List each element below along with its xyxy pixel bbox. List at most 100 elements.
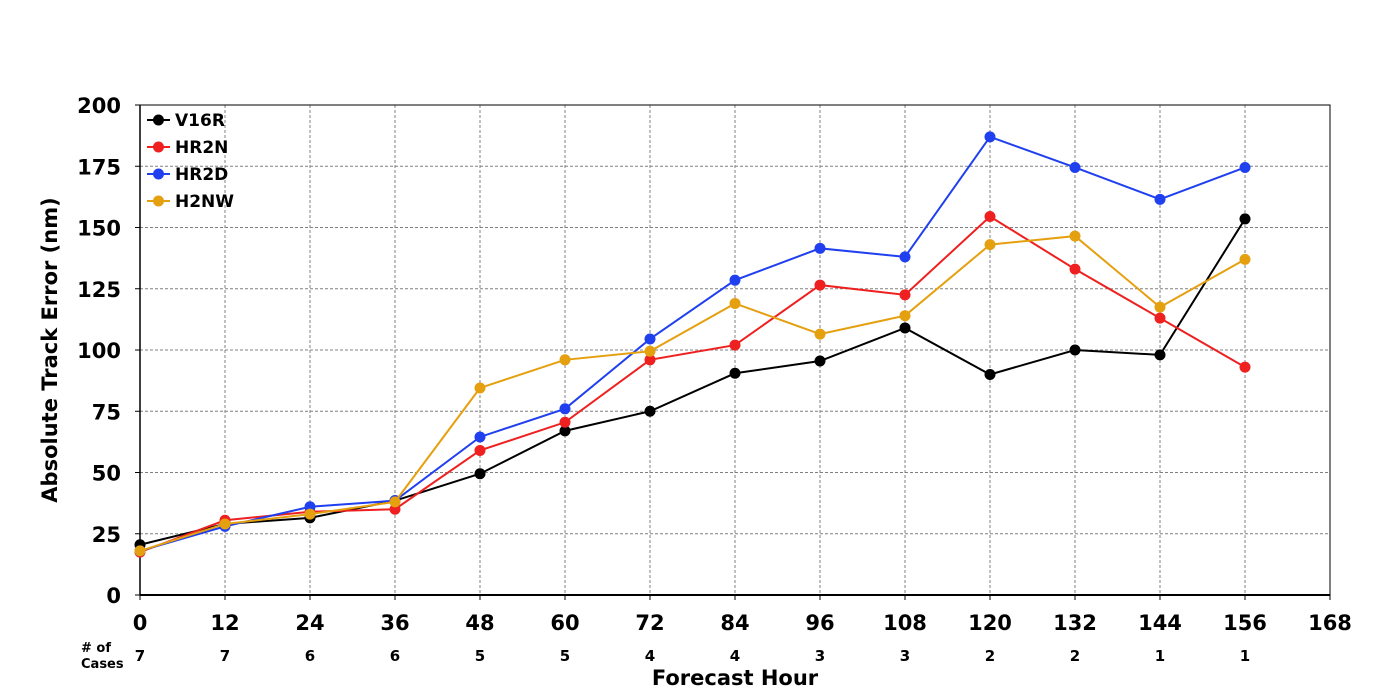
data-point-hr2n-132	[1069, 263, 1081, 275]
cases-count-96: 3	[815, 647, 825, 665]
data-point-h2nw-84	[729, 297, 741, 309]
data-point-h2nw-120	[984, 239, 996, 251]
data-point-hr2d-96	[814, 242, 826, 254]
data-point-hr2n-96	[814, 279, 826, 291]
x-tick-label-12: 12	[210, 611, 239, 635]
data-point-hr2n-156	[1239, 361, 1251, 373]
legend-item-v16r: V16R	[147, 111, 225, 131]
data-point-hr2n-72	[644, 354, 656, 366]
data-point-h2nw-36	[389, 496, 401, 508]
data-point-v16r-60	[559, 425, 571, 437]
cases-count-0: 7	[135, 647, 145, 665]
y-tick-label-175: 175	[77, 155, 121, 179]
cases-count-120: 2	[985, 647, 995, 665]
series-line-hr2d	[139, 135, 1246, 552]
data-point-v16r-48	[474, 468, 486, 480]
data-point-h2nw-132	[1069, 230, 1081, 242]
legend-marker-h2nw	[153, 195, 164, 207]
cases-count-60: 5	[560, 647, 570, 665]
data-point-hr2n-120	[984, 210, 996, 222]
data-point-v16r-108	[899, 322, 911, 334]
y-tick-labels: 0 25 50 75 100 125 150 175 200	[77, 94, 121, 608]
series-lines	[134, 131, 1251, 558]
legend-item-hr2d: HR2D	[147, 165, 228, 185]
y-axis-title: Absolute Track Error (nm)	[38, 197, 62, 502]
x-tick-label-108: 108	[883, 611, 927, 635]
legend-label-h2nw: H2NW	[175, 192, 234, 212]
cases-count-36: 6	[390, 647, 400, 665]
x-axis-title: Forecast Hour	[652, 666, 819, 690]
cases-label-line2: Cases	[81, 657, 124, 672]
data-point-hr2d-156	[1239, 161, 1251, 173]
data-point-hr2d-84	[729, 274, 741, 286]
x-tick-label-144: 144	[1138, 611, 1182, 635]
data-point-h2nw-60	[559, 354, 571, 366]
legend-label-hr2d: HR2D	[175, 165, 228, 185]
data-point-hr2d-48	[474, 431, 486, 443]
y-tick-label-75: 75	[92, 400, 121, 424]
data-point-hr2d-132	[1069, 161, 1081, 173]
data-point-h2nw-156	[1239, 253, 1251, 265]
cases-count-144: 1	[1155, 647, 1165, 665]
legend: V16R HR2N HR2D H2NW	[147, 111, 234, 212]
series-line-h2nw	[139, 235, 1246, 552]
series-h2nw	[134, 230, 1251, 557]
legend-marker-hr2d	[153, 168, 164, 180]
y-tick-label-100: 100	[77, 339, 121, 363]
x-tick-label-0: 0	[133, 611, 148, 635]
cases-count-156: 1	[1240, 647, 1250, 665]
x-tick-label-120: 120	[968, 611, 1012, 635]
legend-item-h2nw: H2NW	[147, 192, 234, 212]
cases-count-108: 3	[900, 647, 910, 665]
x-tick-label-84: 84	[720, 611, 749, 635]
x-tick-label-72: 72	[635, 611, 664, 635]
cases-count-132: 2	[1070, 647, 1080, 665]
series-v16r	[134, 213, 1251, 551]
x-tick-label-24: 24	[295, 611, 324, 635]
data-point-hr2d-144	[1154, 193, 1166, 205]
cases-label-line1: # of	[81, 641, 111, 656]
y-tick-label-0: 0	[106, 584, 121, 608]
data-point-h2nw-24	[304, 508, 316, 520]
data-point-hr2d-108	[899, 251, 911, 263]
data-point-hr2n-144	[1154, 312, 1166, 324]
series-hr2d	[134, 131, 1251, 557]
legend-item-hr2n: HR2N	[147, 138, 228, 158]
data-point-v16r-72	[644, 405, 656, 417]
y-tick-label-25: 25	[92, 523, 121, 547]
data-point-v16r-120	[984, 369, 996, 380]
data-point-v16r-156	[1239, 213, 1251, 225]
x-tick-label-48: 48	[465, 611, 494, 635]
data-point-hr2d-60	[559, 403, 571, 415]
data-point-h2nw-96	[814, 328, 826, 340]
data-point-hr2n-60	[559, 416, 571, 428]
y-tick-label-150: 150	[77, 217, 121, 241]
data-point-h2nw-0	[134, 545, 146, 557]
axes	[135, 104, 1331, 600]
x-tick-label-96: 96	[805, 611, 834, 635]
data-point-v16r-144	[1154, 349, 1166, 361]
data-point-h2nw-108	[899, 310, 911, 322]
data-point-h2nw-72	[644, 345, 656, 357]
series-hr2n	[134, 210, 1251, 558]
x-tick-label-168: 168	[1308, 611, 1352, 635]
cases-count-24: 6	[305, 647, 315, 665]
data-point-v16r-132	[1069, 344, 1081, 356]
data-point-hr2n-48	[474, 444, 486, 456]
data-point-h2nw-144	[1154, 301, 1166, 313]
data-point-h2nw-12	[219, 518, 231, 530]
y-tick-label-50: 50	[92, 462, 121, 486]
cases-count-12: 7	[220, 647, 230, 665]
data-point-hr2n-108	[899, 289, 911, 301]
data-point-v16r-96	[814, 355, 826, 367]
x-tick-labels: 0 12 24 36 48 60 72 84 96 108 120 132 144 156 168	[133, 611, 1352, 635]
x-tick-label-156: 156	[1223, 611, 1267, 635]
data-point-hr2d-120	[984, 131, 996, 143]
cases-count-72: 4	[645, 647, 655, 665]
legend-marker-hr2n	[153, 141, 164, 153]
legend-label-v16r: V16R	[175, 111, 225, 131]
data-point-hr2n-84	[729, 339, 741, 351]
y-tick-label-125: 125	[77, 278, 121, 302]
legend-label-hr2n: HR2N	[175, 138, 228, 158]
